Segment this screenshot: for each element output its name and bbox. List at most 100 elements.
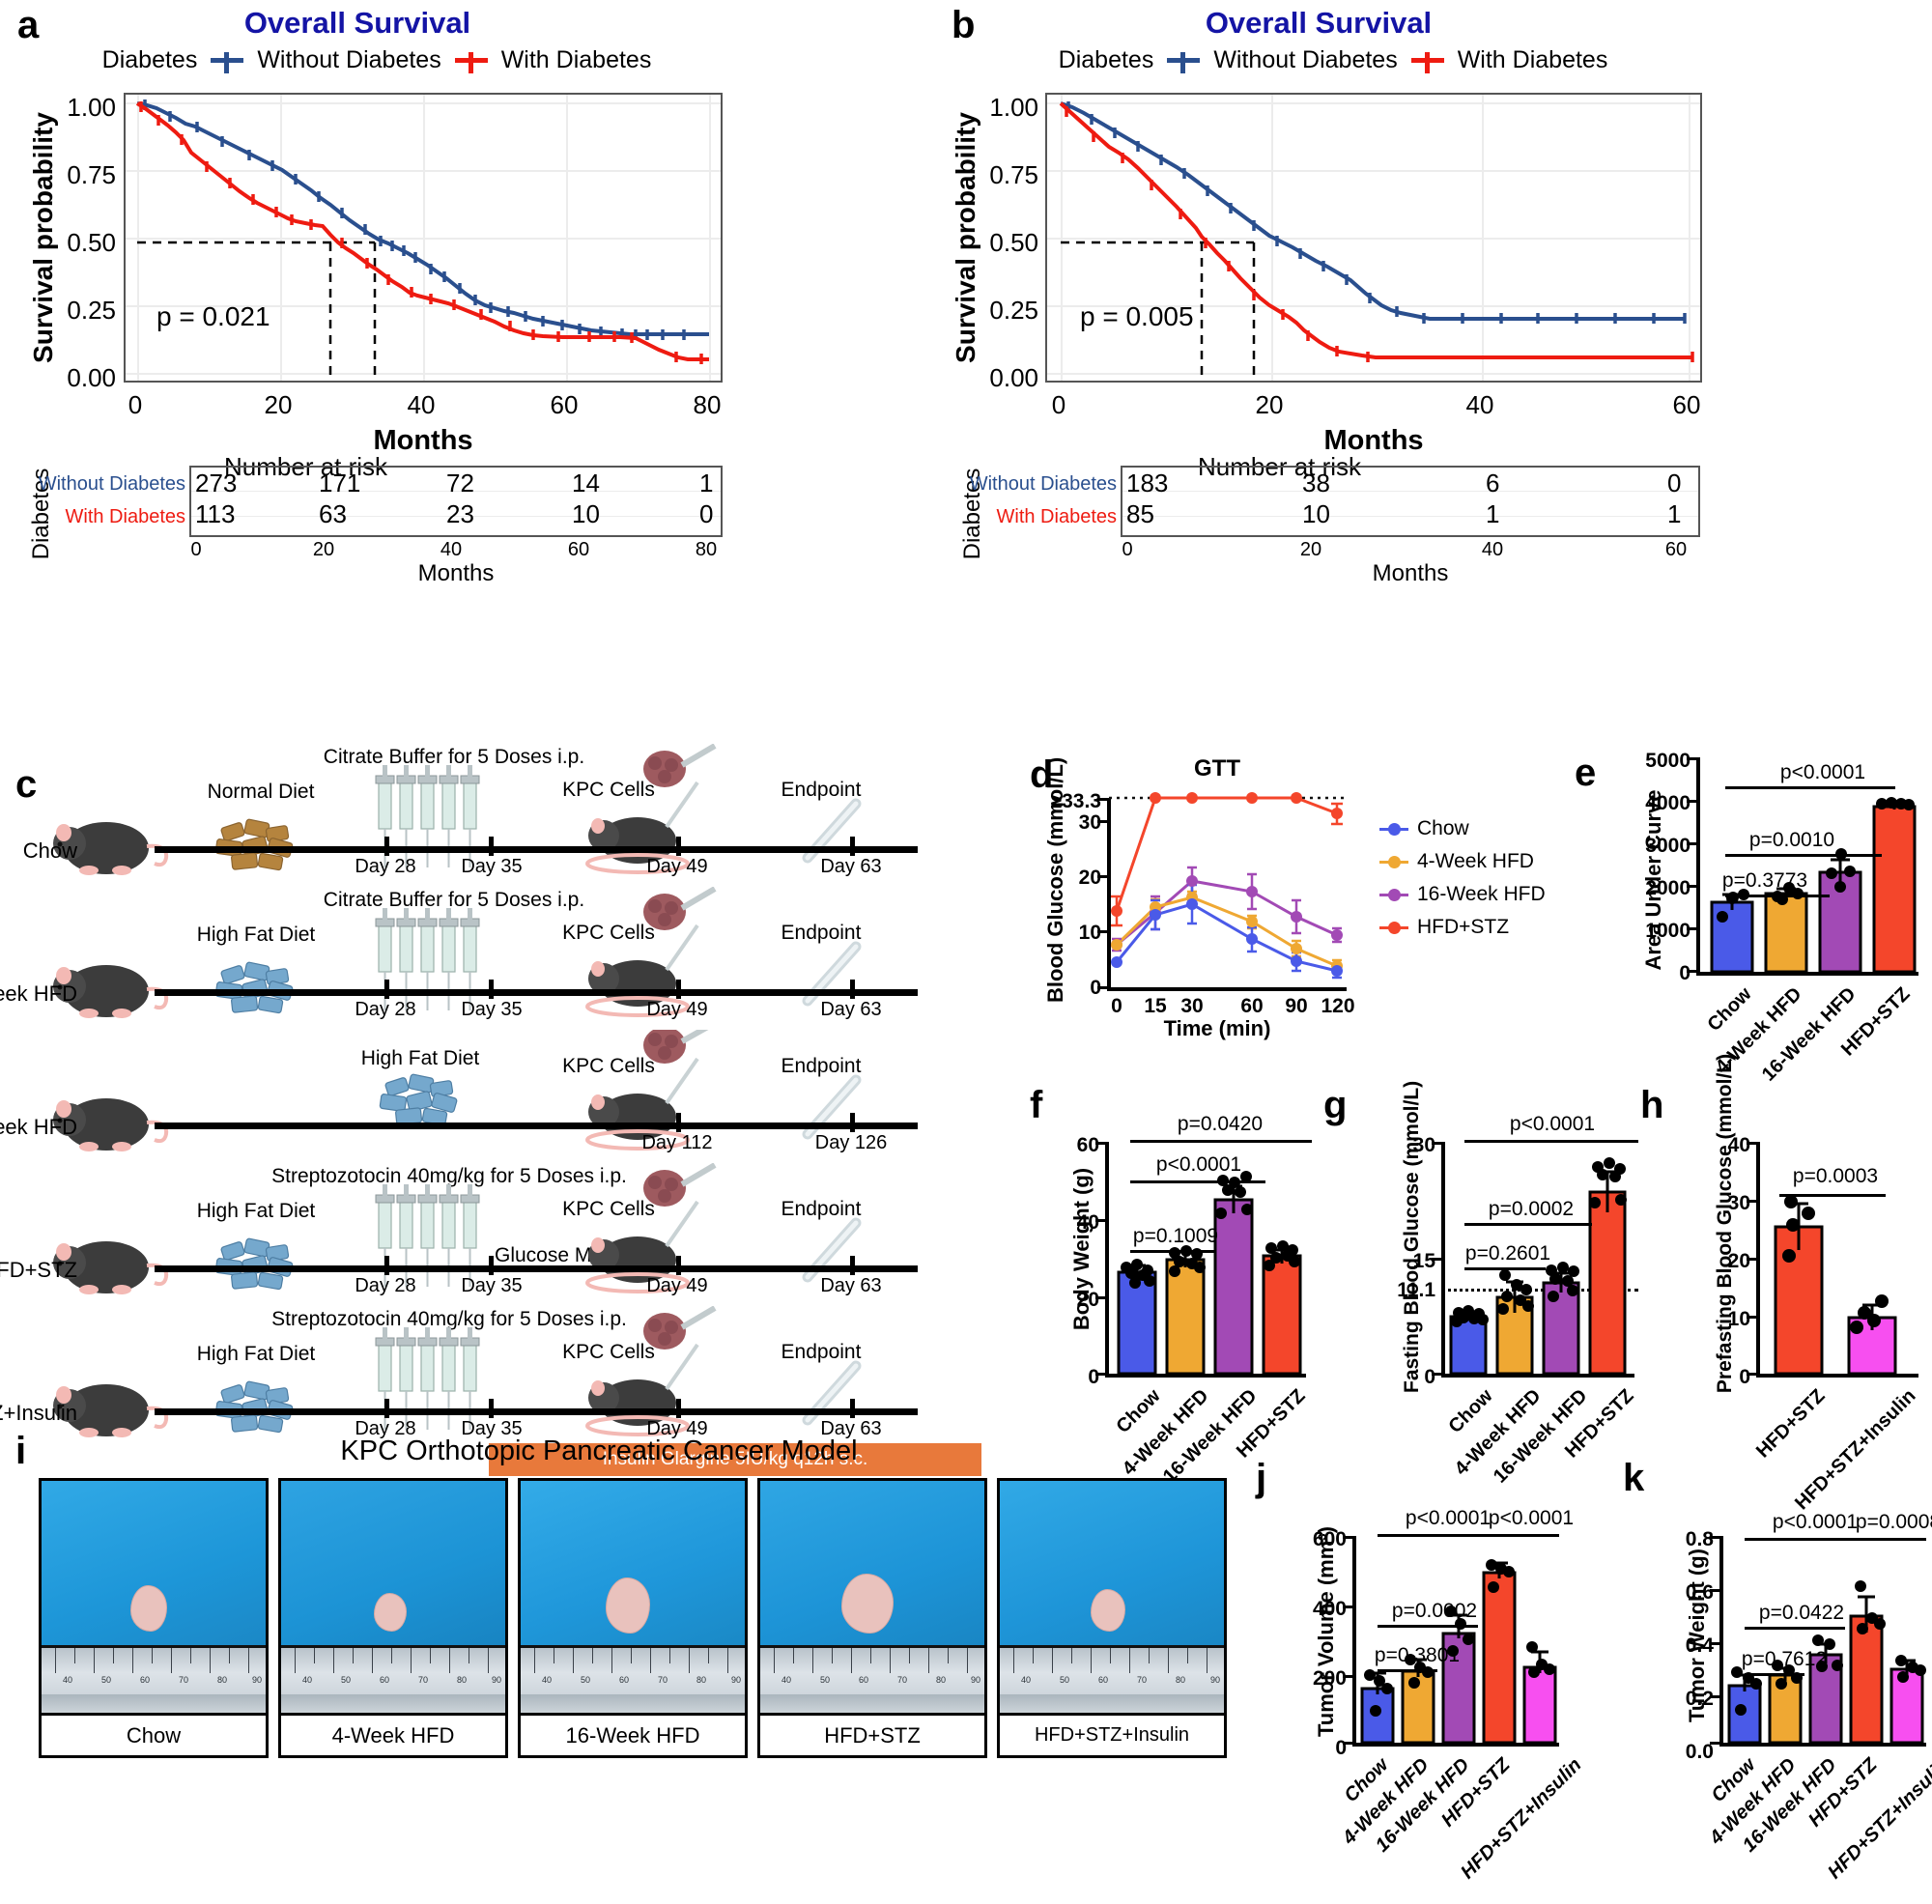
- tw-ytick-08: 0.8: [1685, 1528, 1714, 1550]
- km-a-risk-xtick-2: 40: [440, 539, 463, 560]
- km-b-risk-value-1-3: 1: [1667, 499, 1682, 528]
- km-a-risk-xtick-1: 20: [312, 539, 335, 560]
- schematic-cells-2: KPC Cells: [562, 1055, 655, 1077]
- fbg-threshold-line: [1441, 1289, 1638, 1292]
- tumor-specimen-insulin: [1091, 1589, 1125, 1632]
- km-b-xtick-0: 0: [1051, 390, 1066, 419]
- bw-sig-2: p=0.0420: [1177, 1113, 1264, 1135]
- gtt-legend-label-0: Chow: [1417, 817, 1469, 839]
- gtt-xlabel: Time (min): [1163, 1016, 1271, 1040]
- ruler-number-3-1: 50: [820, 1675, 831, 1685]
- km-a-xtick-1: 20: [264, 390, 293, 419]
- km-a-ytick-3: 0.25: [67, 296, 116, 325]
- km-b-risk-xlabel: Months: [1372, 560, 1449, 586]
- km-a-risk-value-1-2: 23: [446, 499, 474, 528]
- gtt-legend-label-2: 16-Week HFD: [1417, 883, 1546, 905]
- tw-sig-1: p=0.0422: [1758, 1602, 1845, 1624]
- panel-letter-j: j: [1256, 1457, 1267, 1499]
- km-b-risk-value-0-1: 38: [1302, 469, 1330, 497]
- gtt-legend-16week: 16-Week HFD: [1379, 883, 1546, 906]
- ruler-number-4-4: 80: [1176, 1675, 1186, 1685]
- ruler-number-3-5: 90: [971, 1675, 981, 1685]
- tumor-photo-4week-hfd: 40 50 60 70 80 90 4-Week HFD: [278, 1478, 508, 1758]
- schematic-treatment-0: Citrate Buffer for 5 Doses i.p.: [323, 746, 585, 768]
- legend-marker-16week-hfd: [1379, 888, 1408, 901]
- fbg-ytick-30: 30: [1412, 1134, 1435, 1156]
- bw-ylabel: Body Weight (g): [1069, 1167, 1094, 1331]
- gtt-xtick-120: 120: [1321, 995, 1355, 1017]
- km-b-title: Overall Survival: [1205, 6, 1433, 40]
- tw-ytick-04: 0.4: [1685, 1634, 1714, 1657]
- ruler-number-0: 40: [63, 1675, 73, 1685]
- km-b-risk-xtick-0: 0: [1122, 539, 1133, 560]
- km-a-risk-xlabel: Months: [417, 560, 495, 586]
- fbg-sig-1: p=0.0002: [1488, 1198, 1575, 1220]
- bw-ytick-0: 0: [1088, 1366, 1099, 1388]
- gtt-ytick-20: 20: [1078, 867, 1101, 889]
- km-b-ytick-2: 0.50: [989, 228, 1038, 257]
- ruler-number-4-2: 60: [1098, 1675, 1109, 1685]
- ruler-number-1-1: 50: [341, 1675, 352, 1685]
- km-b-ytick-3: 0.25: [989, 296, 1038, 325]
- km-b-pvalue: p = 0.005: [1080, 301, 1194, 331]
- ruler-number-5: 90: [252, 1675, 263, 1685]
- km-b-risk-box: [1121, 466, 1700, 537]
- panel-letter-c: c: [15, 763, 38, 806]
- gtt-title: GTT: [1194, 755, 1240, 781]
- pfbg-xtick-0: HFD+STZ: [1751, 1385, 1830, 1463]
- hfd-pellets-icon-4: [214, 1380, 294, 1434]
- km-a-xtick-3: 60: [550, 390, 579, 419]
- tumor-caption-4: HFD+STZ+Insulin: [1000, 1713, 1224, 1755]
- pfbg-ytick-0: 0: [1739, 1366, 1750, 1388]
- legend-marker-without-diabetes: [211, 52, 244, 73]
- tw-sig-0: p=0.7612: [1741, 1648, 1828, 1670]
- ruler-number-2: 60: [140, 1675, 151, 1685]
- km-b-legend-title: Diabetes: [1058, 46, 1154, 73]
- auc-ytick-3000: 3000: [1645, 835, 1690, 857]
- pfbg-ytick-30: 30: [1727, 1192, 1750, 1214]
- schematic-group-0: Chow: [22, 838, 77, 863]
- km-b-xtick-3: 60: [1672, 390, 1701, 419]
- ruler-number-2-1: 50: [581, 1675, 591, 1685]
- tumor-specimen-chow: [130, 1585, 167, 1632]
- tumor-specimen-16week: [606, 1577, 650, 1634]
- km-a-xlabel: Months: [373, 425, 473, 456]
- bw-sig-0: p=0.1009: [1132, 1225, 1219, 1247]
- gtt-legend-hfdstz: HFD+STZ: [1379, 916, 1509, 939]
- legend-marker-with-diabetes: [454, 52, 488, 73]
- km-b-xtick-2: 40: [1465, 390, 1494, 419]
- auc-sig-0: p=0.3773: [1721, 869, 1808, 892]
- km-a-risk-value-1-1: 63: [319, 499, 347, 528]
- km-b-ytick-0: 1.00: [989, 93, 1038, 122]
- bw-ytick-20: 20: [1076, 1289, 1099, 1311]
- panel-letter-k: k: [1623, 1457, 1645, 1499]
- ruler-number-2-4: 80: [696, 1675, 707, 1685]
- gtt-chart-panel: GTT Blood Glucose (mmol/L) ≥33.3 30 20 1…: [1024, 753, 1546, 1040]
- pfbg-ytick-10: 10: [1727, 1308, 1750, 1330]
- schematic-diet-4: High Fat Diet: [196, 1343, 316, 1365]
- bw-ytick-60: 60: [1076, 1134, 1099, 1156]
- auc-ytick-1000: 1000: [1645, 920, 1690, 942]
- gtt-legend-label-3: HFD+STZ: [1417, 916, 1510, 938]
- tw-sig-3: p=0.0008: [1855, 1511, 1932, 1533]
- auc-ytick-4000: 4000: [1645, 792, 1690, 814]
- tv-ytick-600: 600: [1312, 1528, 1347, 1550]
- tumor-photo-hfd-stz: 40 50 60 70 80 90 HFD+STZ: [757, 1478, 987, 1758]
- schematic-diet-1: High Fat Diet: [196, 924, 316, 946]
- ruler-number-4-5: 90: [1210, 1675, 1221, 1685]
- schematic-axis-4: [155, 1408, 918, 1415]
- panel-letter-b: b: [952, 4, 976, 46]
- schematic-endpoint-0: Endpoint: [781, 779, 862, 801]
- hfd-pellets-icon-1: [214, 961, 294, 1014]
- schematic-group-2: 16-Week HFD: [0, 1115, 77, 1139]
- gtt-legend-label-1: 4-Week HFD: [1417, 850, 1534, 872]
- km-a-xtick-0: 0: [128, 390, 143, 419]
- km-b-risk-xtick-2: 40: [1481, 539, 1504, 560]
- mouse-icon-3: [53, 1241, 169, 1294]
- schematic-cells-0: KPC Cells: [562, 779, 655, 801]
- panel-letter-f: f: [1030, 1084, 1043, 1126]
- ruler-number-3-4: 80: [936, 1675, 947, 1685]
- km-a-risk-xtick-0: 0: [190, 539, 202, 560]
- schematic-group-3: HFD+STZ: [0, 1258, 77, 1282]
- tw-ytick-02: 0.2: [1685, 1688, 1714, 1710]
